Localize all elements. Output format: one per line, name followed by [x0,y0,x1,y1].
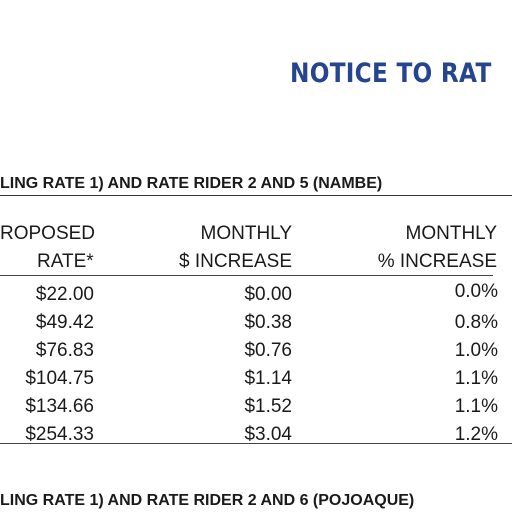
header-monthly-increase-line2: $ INCREASE [179,251,292,272]
table-bottom-rule [0,443,512,444]
header-proposed-rate-line2: RATE* [37,251,94,272]
header-monthly-pct-line1: MONTHLY [405,223,497,244]
header-proposed-rate-line1: ROPOSED [0,223,96,244]
section-heading-pojoaque: LING RATE 1) AND RATE RIDER 2 AND 6 (POJ… [0,492,415,509]
header-underline [0,275,493,276]
cell-rate: $49.42 [35,312,94,333]
cell-increase: $0.00 [244,284,292,305]
cell-rate: $76.83 [35,340,94,361]
section-heading-nambe: LING RATE 1) AND RATE RIDER 2 AND 5 (NAM… [0,175,383,192]
cell-rate: $104.75 [25,368,94,389]
cell-pct: 0.8% [454,312,498,333]
section-divider [0,195,512,196]
cell-increase: $3.04 [244,424,292,445]
cell-rate: $254.33 [25,424,94,445]
cell-pct: 0.0% [454,281,498,302]
notice-title: NOTICE TO RAT [290,58,492,89]
cell-increase: $1.52 [244,396,292,417]
cell-rate: $22.00 [35,284,94,305]
cell-increase: $0.38 [244,312,292,333]
cell-increase: $0.76 [244,340,292,361]
cell-pct: 1.1% [454,396,498,417]
cell-rate: $134.66 [25,396,94,417]
cell-pct: 1.0% [454,340,498,361]
cell-pct: 1.1% [454,368,498,389]
cell-pct: 1.2% [454,424,498,445]
header-monthly-pct-line2: % INCREASE [377,251,497,272]
header-monthly-increase-line1: MONTHLY [200,223,292,244]
cell-increase: $1.14 [244,368,292,389]
